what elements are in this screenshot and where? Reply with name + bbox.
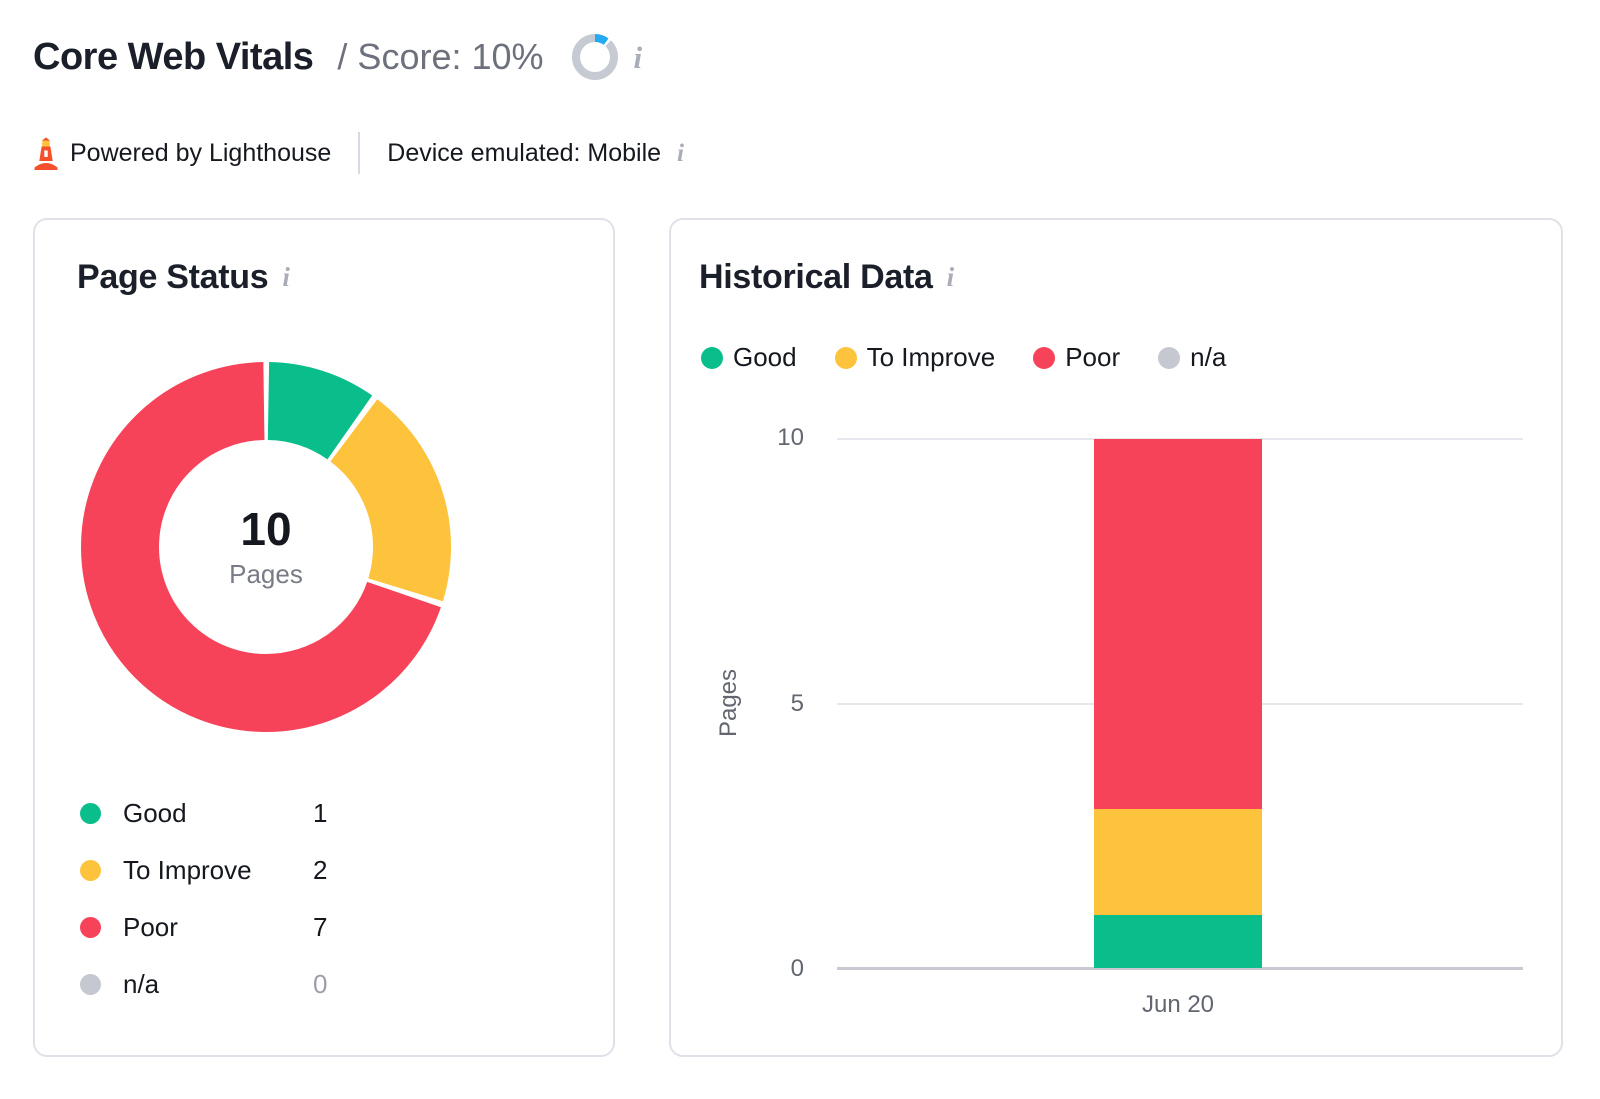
page-title: Core Web Vitals [33,35,314,78]
to-improve-dot-icon [80,859,101,881]
historical-bar-chart[interactable]: Jun 20 0 5 10 [777,424,1523,1018]
y-axis-tick-label: 5 [790,689,804,717]
historical-data-card: Historical Data i Good To Improve Poor n… [669,218,1563,1057]
legend-row-to-improve[interactable]: To Improve 2 [80,853,380,887]
poor-dot-icon [80,916,101,938]
good-dot-icon [701,346,723,369]
legend-item-to-improve[interactable]: To Improve [834,342,996,373]
legend-label: Good [123,797,187,828]
powered-by-label: Powered by Lighthouse [70,138,332,167]
legend-label: n/a [123,968,160,999]
meta-row: Powered by Lighthouse Device emulated: M… [33,131,684,175]
legend-value: 2 [313,854,328,885]
device-emulated-label: Device emulated: Mobile [387,138,662,167]
legend-row-na[interactable]: n/a 0 [80,967,380,1001]
y-axis-tick-label: 10 [777,424,804,451]
legend-label: n/a [1190,342,1227,372]
legend-label: To Improve [866,342,996,372]
total-pages-unit: Pages [229,558,303,589]
page-header: Core Web Vitals / Score: 10% i [33,28,642,86]
device-info-icon[interactable]: i [677,139,684,167]
historical-legend: Good To Improve Poor n/a [701,342,1226,373]
legend-item-good[interactable]: Good [701,342,797,373]
legend-row-good[interactable]: Good 1 [80,796,380,830]
historical-data-info-icon[interactable]: i [946,262,955,292]
legend-item-poor[interactable]: Poor [1033,342,1120,373]
bar-segment-good[interactable] [1094,915,1262,968]
x-axis-tick-label: Jun 20 [1141,991,1215,1018]
lighthouse-icon [34,136,58,170]
legend-label: Poor [1065,342,1121,372]
legend-item-na[interactable]: n/a [1158,342,1226,373]
donut-center-label: 10 Pages [229,504,303,590]
legend-row-poor[interactable]: Poor 7 [80,910,380,944]
na-dot-icon [80,973,101,995]
legend-value: 7 [313,911,328,942]
page-status-title: Page Status [77,258,269,296]
bar-segment-to-improve[interactable] [1094,809,1262,916]
na-dot-icon [1158,346,1181,369]
total-pages-value: 10 [240,503,292,556]
score-label: / Score: 10% [337,36,544,77]
legend-value: 0 [313,968,328,999]
divider [358,132,361,174]
good-dot-icon [80,802,101,824]
bar-segment-poor[interactable] [1094,439,1262,810]
historical-data-title: Historical Data [699,258,933,296]
y-axis-label: Pages [715,668,742,738]
page-status-info-icon[interactable]: i [282,262,290,292]
page-status-donut-chart[interactable] [80,361,452,733]
poor-dot-icon [1033,346,1056,369]
score-info-icon[interactable]: i [633,39,643,75]
gridline-10 [837,438,1523,440]
legend-label: Poor [123,911,178,942]
page-status-card: Page Status i 10 Pages Good 1 To Improve… [33,218,615,1057]
legend-value: 1 [313,797,328,828]
score-progress-ring-icon [571,34,618,80]
legend-label: Good [733,342,797,372]
y-axis-tick-label: 0 [790,955,804,982]
to-improve-dot-icon [834,346,857,369]
gridline-0 [837,967,1523,970]
legend-label: To Improve [123,854,252,885]
